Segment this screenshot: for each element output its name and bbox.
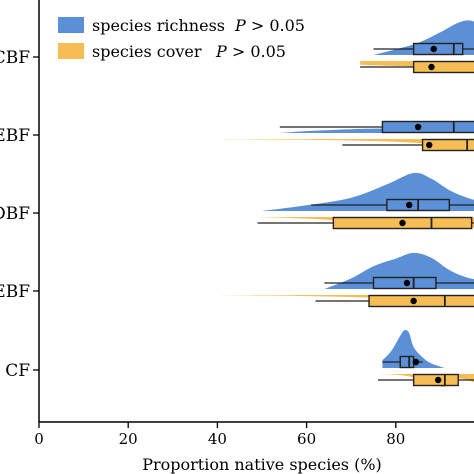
plot-area xyxy=(190,20,474,387)
richness-mean-point xyxy=(405,201,413,209)
cover-mean-point xyxy=(410,297,417,305)
cover-density-ebf-3 xyxy=(190,139,474,149)
richness-boxplot-ebf-1 xyxy=(324,276,474,290)
richness-boxplot-cbf-4 xyxy=(373,42,474,56)
legend-swatch-1 xyxy=(58,43,84,59)
x-tick-label-80: 80 xyxy=(386,430,405,448)
legend-label-0: species richness xyxy=(92,16,225,35)
cover-boxplot-ebf-3 xyxy=(342,138,474,152)
legend-p-value-0: P > 0.05 xyxy=(234,16,305,35)
richness-mean-point xyxy=(430,45,437,53)
y-tick-label-cbf-4: CBF xyxy=(0,48,30,68)
x-axis-label: Proportion native species (%) xyxy=(142,455,382,474)
cover-box xyxy=(421,138,474,152)
x-tick-label-40: 40 xyxy=(208,430,227,448)
cover-box xyxy=(412,60,474,74)
richness-mean-point xyxy=(414,123,422,131)
richness-box xyxy=(412,42,464,56)
richness-box xyxy=(381,120,474,134)
y-tick-label-ebf-1: EBF xyxy=(0,282,30,302)
axes: 0 20 40 60 80 CF EBF DBF EBF CBF xyxy=(0,0,474,448)
cover-mean-point xyxy=(428,63,435,71)
legend: species richness P > 0.05 species cover P >… xyxy=(58,16,305,61)
richness-mean-point xyxy=(412,358,420,366)
richness-boxplot-dbf-2 xyxy=(311,198,474,212)
cover-boxplot-cf-0 xyxy=(377,373,474,387)
cover-mean-point xyxy=(434,376,442,384)
cover-mean-point xyxy=(399,219,406,227)
cover-boxplot-ebf-1 xyxy=(315,294,474,308)
y-tick-label-ebf-3: EBF xyxy=(0,126,30,146)
x-tick-label-0: 0 xyxy=(34,430,44,448)
richness-boxplot-cf-0 xyxy=(382,355,423,369)
legend-label-1: species cover xyxy=(92,42,202,61)
richness-box xyxy=(399,355,415,369)
x-tick-label-20: 20 xyxy=(119,430,138,448)
x-tick-label-60: 60 xyxy=(297,430,316,448)
cover-boxplot-cbf-4 xyxy=(360,60,474,74)
cover-mean-point xyxy=(426,141,433,149)
cover-box xyxy=(368,294,474,308)
richness-mean-point xyxy=(403,279,411,287)
richness-boxplot-ebf-3 xyxy=(279,120,474,134)
legend-p-value-1: P > 0.05 xyxy=(215,42,286,61)
y-tick-label-dbf-2: DBF xyxy=(0,204,30,224)
richness-density-cf-0 xyxy=(382,329,445,368)
cover-boxplot-dbf-2 xyxy=(257,216,474,230)
legend-swatch-0 xyxy=(58,17,84,33)
y-tick-label-cf-0: CF xyxy=(5,361,30,381)
